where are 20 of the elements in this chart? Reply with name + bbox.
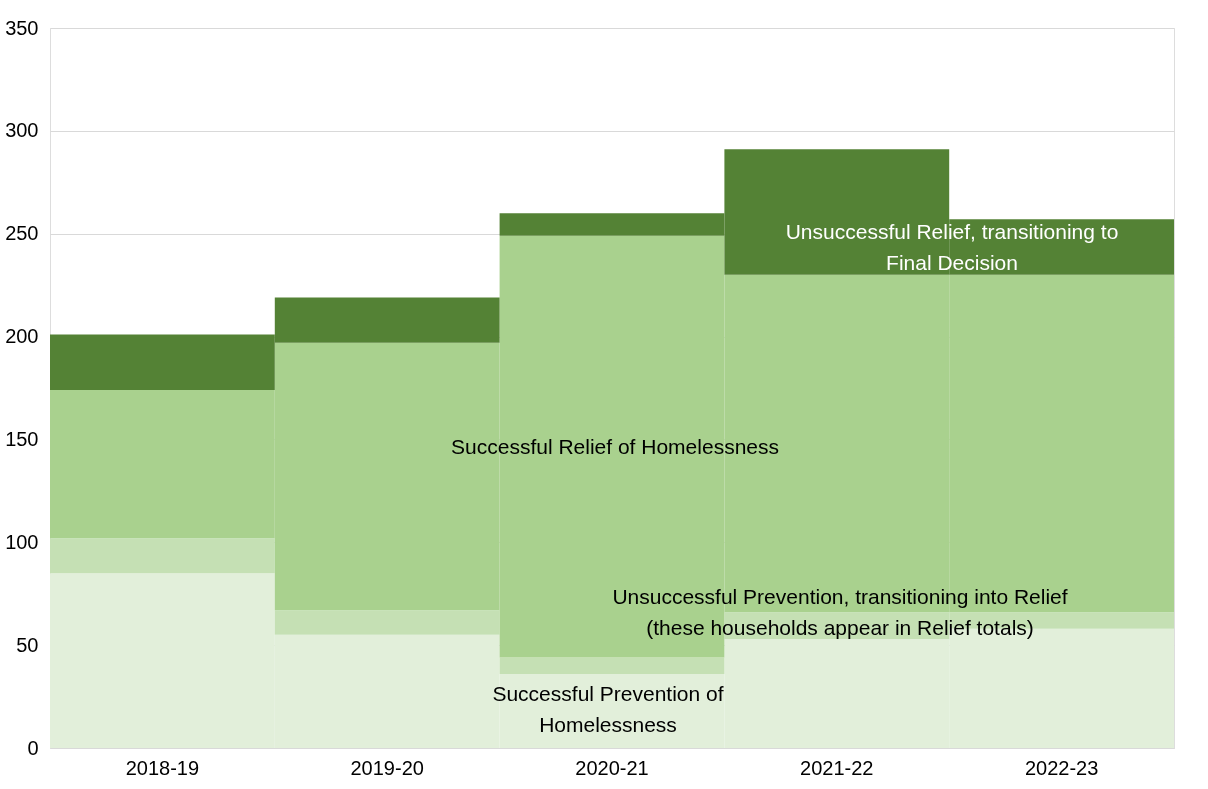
bar (50, 538, 275, 574)
y-tick-label: 100 (5, 530, 39, 553)
series-label: Successful Prevention of Homelessness (492, 682, 724, 736)
y-tick-label: 350 (5, 16, 39, 39)
x-tick-label: 2019-20 (350, 756, 424, 779)
y-tick-label: 250 (5, 222, 39, 245)
x-tick-label: 2020-21 (575, 756, 649, 779)
series-label: Successful Relief of Homelessness (451, 435, 779, 458)
series-label: Unsuccessful Relief, transitioning to Final Decision (785, 220, 1119, 274)
y-tick-label: 200 (5, 325, 39, 348)
bar (499, 657, 725, 674)
x-tick-label: 2021-22 (800, 756, 874, 779)
y-tick-label: 150 (5, 427, 39, 450)
series-label: Unsuccessful Prevention, transitioning into Relief (these households appear in Relief totals) (612, 585, 1068, 639)
y-tick-label: 50 (16, 633, 39, 656)
bar (274, 610, 500, 635)
y-tick-label: 300 (5, 119, 39, 142)
y-tick-label: 0 (27, 736, 39, 759)
x-tick-label: 2018-19 (125, 756, 200, 779)
x-tick-label: 2022-23 (1024, 756, 1099, 779)
